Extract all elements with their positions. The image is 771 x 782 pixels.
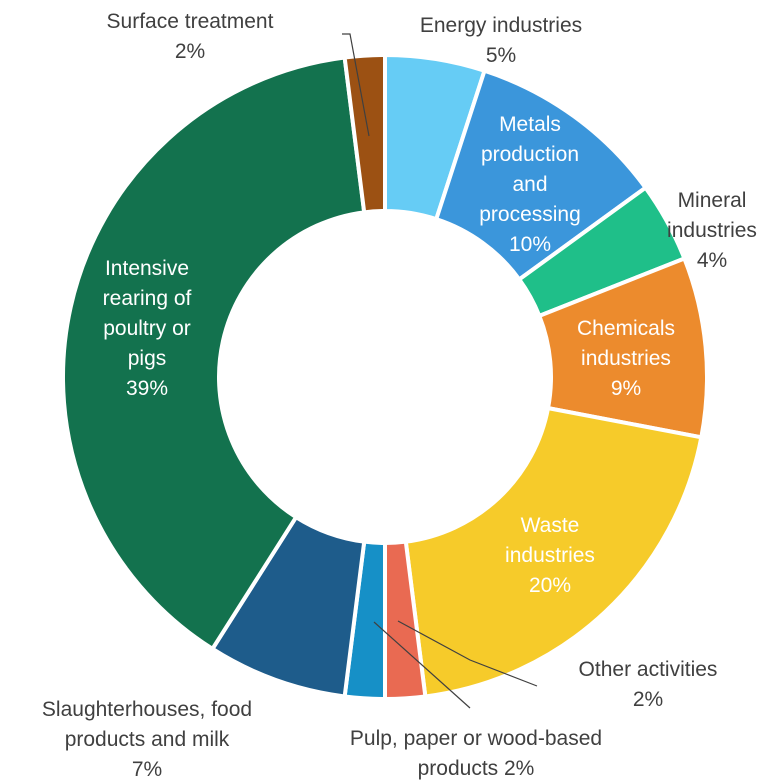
data-label-line: 2% <box>633 688 663 711</box>
data-label-line: 39% <box>126 377 168 400</box>
donut-slices <box>61 53 709 701</box>
data-label-line: Slaughterhouses, food <box>42 698 252 721</box>
data-label-line: 9% <box>611 377 641 400</box>
data-label-line: industries <box>505 544 595 567</box>
data-label-line: 20% <box>529 574 571 597</box>
data-label-line: Chemicals <box>577 317 675 340</box>
slice-intensive-rearing-of-poultry-or-pigs[interactable] <box>61 55 367 651</box>
data-label-line: rearing of <box>103 287 192 310</box>
data-label-line: Energy industries <box>420 14 582 37</box>
data-label-line: products and milk <box>65 728 230 751</box>
data-label-line: poultry or <box>103 317 191 340</box>
leader-line-pulp-paper-or-wood-based-products <box>373 621 471 709</box>
data-label-line: industries <box>667 219 757 242</box>
data-label-line: Metals <box>499 113 561 136</box>
leader-line-surface-treatment <box>342 33 370 137</box>
data-label-line: Pulp, paper or wood-based <box>350 727 602 750</box>
data-label-waste-industries: Waste industries 20% <box>505 514 595 597</box>
data-label-line: Intensive <box>105 257 189 280</box>
data-label-line: industries <box>581 347 671 370</box>
data-labels: Energy industries 5% Metals production and pr… <box>42 10 757 781</box>
data-label-line: Surface treatment <box>107 10 274 33</box>
data-label-other-activities: Other activities 2% <box>579 658 718 711</box>
data-label-metals-production-and-processing: Metals production and processing 10% <box>479 113 581 256</box>
data-label-chemicals-industries: Chemicals industries 9% <box>577 317 675 400</box>
data-label-line: Mineral <box>678 189 747 212</box>
slice-waste-industries[interactable] <box>403 406 704 699</box>
data-label-line: 7% <box>132 758 162 781</box>
data-label-pulp-paper-or-wood-based-products: Pulp, paper or wood-based products 2% <box>350 727 602 780</box>
data-label-line: and <box>512 173 547 196</box>
data-label-line: Waste <box>521 514 580 537</box>
data-label-line: pigs <box>128 347 167 370</box>
data-label-line: 10% <box>509 233 551 256</box>
data-label-energy-industries: Energy industries 5% <box>420 14 582 67</box>
data-label-line: 2% <box>175 40 205 63</box>
data-label-mineral-industries: Mineral industries 4% <box>667 189 757 272</box>
data-label-line: Other activities <box>579 658 718 681</box>
data-label-surface-treatment: Surface treatment 2% <box>107 10 274 63</box>
data-label-line: processing <box>479 203 581 226</box>
data-label-line: production <box>481 143 579 166</box>
leader-line-other-activities <box>397 620 538 687</box>
slice-surface-treatment[interactable] <box>342 53 387 215</box>
data-label-line: 5% <box>486 44 516 67</box>
data-label-slaughterhouses-food-products-and-milk: Slaughterhouses, food products and milk 7% <box>42 698 252 781</box>
data-label-intensive-rearing-of-poultry-or-pigs: Intensive rearing of poultry or pigs 39% <box>103 257 192 400</box>
data-label-line: products 2% <box>418 757 535 780</box>
data-label-line: 4% <box>697 249 727 272</box>
